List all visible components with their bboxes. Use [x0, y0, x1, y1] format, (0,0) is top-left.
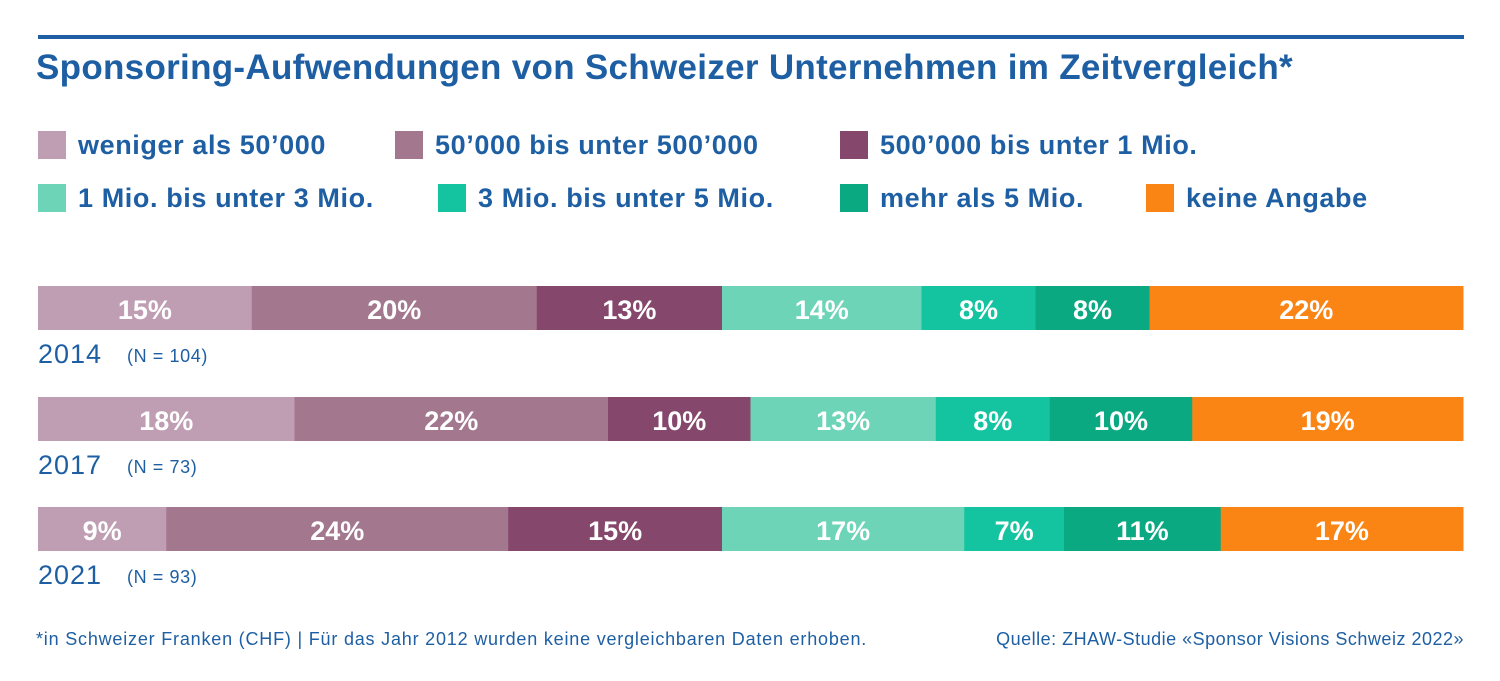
bar-value-label: 19% [1301, 406, 1355, 436]
bar-value-label: 8% [973, 406, 1012, 436]
sample-size-label: (N = 73) [127, 457, 197, 477]
bar-value-label: 17% [1315, 516, 1369, 546]
sample-size-label: (N = 104) [127, 346, 208, 366]
legend-label: 1 Mio. bis unter 3 Mio. [78, 182, 374, 213]
source-note: Quelle: ZHAW-Studie «Sponsor Visions Sch… [996, 629, 1464, 649]
bar-value-label: 22% [1279, 295, 1333, 325]
bar-value-label: 10% [652, 406, 706, 436]
legend-item: mehr als 5 Mio. [840, 183, 1084, 213]
legend-swatch [840, 131, 868, 159]
legend-item: keine Angabe [1146, 183, 1368, 213]
bar-segment [536, 286, 723, 330]
legend-label: 50’000 bis unter 500’000 [435, 129, 759, 160]
legend-item: 500’000 bis unter 1 Mio. [840, 130, 1198, 160]
legend-label: 3 Mio. bis unter 5 Mio. [478, 182, 774, 213]
bar-segment [38, 397, 295, 441]
bar-segment [294, 397, 609, 441]
bar-segment [38, 507, 167, 551]
bar-segment [508, 507, 723, 551]
legend-swatch [1146, 184, 1174, 212]
legend-swatch [840, 184, 868, 212]
bar-value-label: 22% [424, 406, 478, 436]
bar-segment [722, 507, 965, 551]
year-label: 2021 [38, 560, 102, 590]
bar-segment [921, 286, 1036, 330]
legend-label: 500’000 bis unter 1 Mio. [880, 129, 1198, 160]
legend-swatch [395, 131, 423, 159]
bar-segment [1220, 507, 1464, 551]
bar-value-label: 9% [83, 516, 122, 546]
bar-segment [1149, 286, 1464, 330]
year-label: 2017 [38, 450, 102, 480]
bar-value-label: 7% [995, 516, 1034, 546]
legend-item: 1 Mio. bis unter 3 Mio. [38, 183, 374, 213]
title-rule [38, 35, 1464, 39]
bar-value-label: 14% [795, 295, 849, 325]
legend-item: 3 Mio. bis unter 5 Mio. [438, 183, 774, 213]
bar-segment [722, 286, 922, 330]
bar-segment [750, 397, 937, 441]
legend-swatch [438, 184, 466, 212]
year-label: 2014 [38, 339, 102, 369]
bar-value-label: 8% [1073, 295, 1112, 325]
bar-value-label: 20% [367, 295, 421, 325]
bar-value-label: 15% [118, 295, 172, 325]
legend-swatch [38, 184, 66, 212]
footnote: *in Schweizer Franken (CHF) | Für das Ja… [36, 629, 868, 649]
bar-segment [251, 286, 538, 330]
bar-segment [1049, 397, 1193, 441]
bar-value-label: 13% [602, 295, 656, 325]
bar-segment [608, 397, 751, 441]
bar-value-label: 11% [1116, 516, 1169, 546]
bar-segment [1192, 397, 1464, 441]
bar-value-label: 24% [310, 516, 364, 546]
legend-label: weniger als 50’000 [78, 129, 326, 160]
bar-value-label: 17% [816, 516, 870, 546]
bar-segment [964, 507, 1065, 551]
bar-segment [166, 507, 509, 551]
bar-value-label: 10% [1094, 406, 1148, 436]
legend-item: 50’000 bis unter 500’000 [395, 130, 759, 160]
bar-segment [935, 397, 1051, 441]
bar-value-label: 8% [959, 295, 998, 325]
chart-title: Sponsoring-Aufwendungen von Schweizer Un… [36, 48, 1293, 87]
bar-segment [1064, 507, 1222, 551]
bar-value-label: 15% [588, 516, 642, 546]
legend-label: mehr als 5 Mio. [880, 182, 1085, 213]
legend-item: weniger als 50’000 [38, 130, 326, 160]
legend-label: keine Angabe [1186, 182, 1368, 213]
bar-segment [38, 286, 253, 330]
bar-segment [1035, 286, 1150, 330]
legend-swatch [38, 131, 66, 159]
bar-value-label: 18% [139, 406, 193, 436]
bar-value-label: 13% [816, 406, 870, 436]
sample-size-label: (N = 93) [127, 567, 197, 587]
